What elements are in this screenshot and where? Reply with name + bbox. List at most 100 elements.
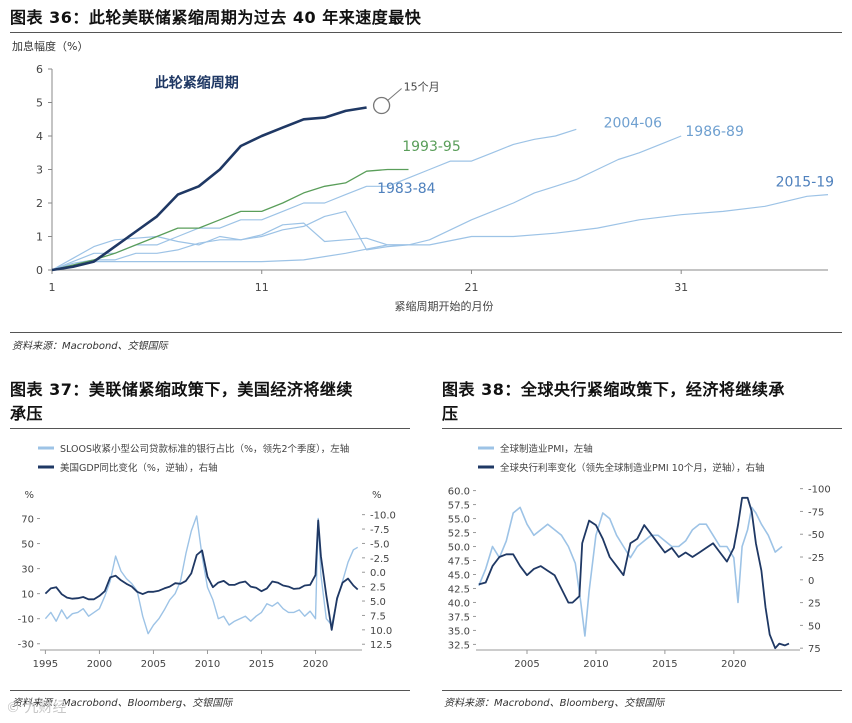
chart38-title-line1: 图表 38：全球央行紧缩政策下，经济将继续承 [442,380,785,399]
left-tick-label: 70 [21,515,34,526]
chart38-title-rule [442,428,842,429]
right-tick-label: 50 [808,621,821,632]
legend-label-0: 全球制造业PMI，左轴 [500,443,593,455]
y-tick-label: 1 [36,231,43,244]
left-tick-label: 55.0 [448,515,470,526]
series-line-0 [44,515,359,635]
chart37-source: 资料来源：Macrobond、Bloomberg、交银国际 [12,698,233,709]
y-tick-label: 0 [36,264,43,277]
left-tick-label: 40.0 [448,598,470,609]
right-tick-label: -75 [808,507,824,518]
right-tick-label: -5.0 [370,539,390,550]
series-line-1 [44,519,359,631]
chart37-source-rule [10,690,410,691]
series-line-0 [478,506,783,637]
right-tick-label: -100 [808,485,831,496]
chart37-title-line2: 承压 [10,404,44,423]
series-label: 此轮紧缩周期 [155,74,239,91]
series-line-4 [51,135,682,271]
right-tick-label: -10.0 [370,511,396,522]
chart36-source-rule [10,332,842,333]
right-unit: % [372,490,382,501]
chart37-title-line1: 图表 37：美联储紧缩政策下，美国经济将继续 [10,380,353,399]
chart36-source: 资料来源：Macrobond、交银国际 [12,341,168,352]
x-tick-label: 2005 [141,659,166,670]
x-tick-label: 2005 [514,659,539,670]
chart37-plot: SLOOS收紧小型公司贷款标准的银行占比（%，领先2个季度），左轴美国GDP同比… [18,443,396,670]
right-tick-label: 25 [808,599,821,610]
series-line-5 [51,194,829,271]
right-tick-label: -25 [808,553,824,564]
x-tick-label: 2020 [721,659,746,670]
series-line-1 [51,168,409,271]
right-tick-label: 12.5 [370,640,392,651]
right-tick-label: -7.5 [370,525,390,536]
chart37-title-rule [10,428,410,429]
left-tick-label: 45.0 [448,570,470,581]
left-tick-label: 50.0 [448,543,470,554]
left-tick-label: -10 [18,615,34,626]
left-tick-label: 52.5 [448,529,470,540]
y-tick-label: 5 [36,97,43,110]
series-line-2 [51,222,409,271]
y-tick-label: 3 [36,164,43,177]
left-tick-label: 37.5 [448,612,470,623]
legend-label-1: 全球央行利率变化（领先全球制造业PMI 10个月，逆轴），右轴 [500,462,765,474]
left-tick-label: -30 [18,640,34,651]
right-tick-label: -2.5 [370,554,390,565]
right-tick-label: 0 [808,576,814,587]
y-tick-label: 4 [36,130,43,143]
left-tick-label: 60.0 [448,487,470,498]
right-tick-label: 2.5 [370,583,386,594]
left-tick-label: 32.5 [448,640,470,651]
chart36-title-rule [10,32,842,33]
x-tick-label: 1 [49,281,56,294]
left-tick-label: 42.5 [448,584,470,595]
left-tick-label: 10 [21,590,34,601]
series-label: 2004-06 [604,116,663,132]
x-tick-label: 2015 [249,659,274,670]
x-tick-label: 2000 [87,659,112,670]
series-label: 1993-95 [402,139,461,155]
y-tick-label: 6 [36,63,43,76]
x-tick-label: 2010 [195,659,220,670]
left-tick-label: 57.5 [448,501,470,512]
left-tick-label: 35.0 [448,626,470,637]
x-tick-label: 1995 [33,659,58,670]
x-tick-label: 2010 [583,659,608,670]
left-tick-label: 50 [21,540,34,551]
x-tick-label: 11 [255,281,269,294]
left-tick-label: 30 [21,565,34,576]
chart38-source-rule [442,690,842,691]
chart36-title: 图表 36：此轮美联储紧缩周期为过去 40 年来速度最快 [10,8,422,27]
x-tick-label: 2015 [652,659,677,670]
series-line-0 [51,106,367,272]
chart38-source: 资料来源：Macrobond、Bloomberg、交银国际 [444,698,665,709]
left-unit: % [24,490,34,501]
series-line-1 [478,496,790,650]
annotation-leader [387,88,402,101]
chart38-title-line2: 压 [442,404,459,423]
watermark: © 九财经 [6,700,67,716]
series-label: 2015-19 [776,174,835,190]
endpoint-circle [372,96,391,115]
right-tick-label: 75 [808,644,821,655]
right-tick-label: 5.0 [370,597,386,608]
x-tick-label: 2020 [303,659,328,670]
right-tick-label: 10.0 [370,626,392,637]
series-label: 1983-84 [377,181,436,197]
x-tick-label: 21 [464,281,478,294]
left-tick-label: 47.5 [448,557,470,568]
annotation-15-months: 15个月 [404,81,440,94]
series-line-3 [51,128,577,271]
right-tick-label: 7.5 [370,611,386,622]
x-axis-label: 紧缩周期开始的月份 [395,299,494,313]
legend-label-1: 美国GDP同比变化（%，逆轴），右轴 [60,462,218,474]
x-tick-label: 31 [674,281,688,294]
y-axis-label: 加息幅度（%） [12,39,88,53]
series-label: 1986-89 [685,124,744,140]
right-tick-label: -50 [808,530,824,541]
legend-label-0: SLOOS收紧小型公司贷款标准的银行占比（%，领先2个季度），左轴 [60,443,349,455]
y-tick-label: 2 [36,197,43,210]
